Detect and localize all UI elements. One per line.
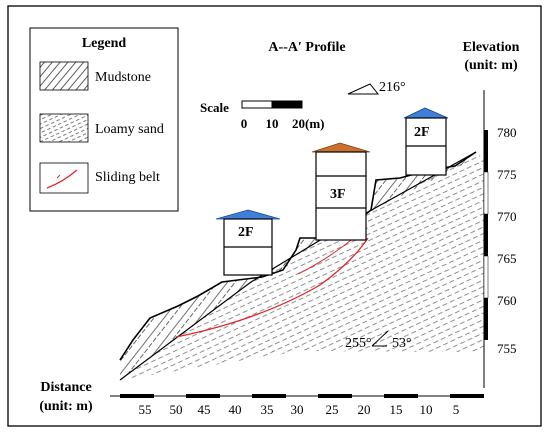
dip-direction-label: 255° — [345, 336, 372, 351]
legend-box: Legend Mudstone Loamy sand Sliding belt — [29, 27, 179, 212]
scale-tick-0: 0 — [241, 116, 248, 131]
distance-tick-15: 15 — [390, 402, 403, 417]
loamy-sand-hatch-icon — [39, 113, 89, 143]
elevation-axis: 780 775 770 765 760 755 — [483, 90, 517, 388]
dip-angle-label: 53° — [392, 336, 412, 351]
building-3f-label: 3F — [330, 187, 346, 202]
legend-item-mudstone: Mudstone — [95, 70, 151, 85]
building-2f-right-label: 2F — [414, 125, 430, 140]
distance-tick-10: 10 — [420, 402, 433, 417]
elevation-tick-770: 770 — [497, 209, 517, 224]
building-2f-left-label: 2F — [238, 225, 254, 240]
loamy-sand-layer — [120, 152, 485, 380]
profile-title: A--A′ Profile — [268, 40, 345, 55]
scale-tick-20: 20(m) — [292, 116, 325, 131]
legend-item-loamy-sand: Loamy sand — [95, 122, 164, 137]
legend-title: Legend — [82, 36, 127, 51]
scale-tick-10: 10 — [266, 116, 279, 131]
elevation-tick-755: 755 — [497, 341, 517, 356]
elevation-unit: (unit: m) — [464, 58, 518, 73]
distance-axis: Distance (unit: m) 55 50 45 40 35 30 25 … — [39, 380, 484, 417]
distance-unit: (unit: m) — [39, 399, 93, 414]
legend-item-sliding-belt: Sliding belt — [95, 170, 160, 185]
elevation-tick-760: 760 — [497, 293, 517, 308]
distance-tick-40: 40 — [229, 402, 242, 417]
sliding-belt-line-icon — [46, 169, 78, 189]
distance-title: Distance — [40, 380, 91, 395]
distance-tick-5: 5 — [453, 402, 460, 417]
distance-tick-30: 30 — [291, 402, 304, 417]
distance-tick-20: 20 — [358, 402, 371, 417]
elevation-tick-765: 765 — [497, 251, 517, 266]
distance-tick-25: 25 — [326, 402, 339, 417]
scale-bar: Scale 0 10 20(m) — [200, 100, 325, 131]
strike-label: 216° — [379, 80, 406, 95]
dip-symbol: 255° 53° — [345, 330, 412, 351]
building-2f-left: 2F — [215, 209, 281, 276]
distance-tick-55: 55 — [139, 402, 152, 417]
building-2f-right: 2F — [403, 107, 449, 176]
mudstone-base-line — [119, 151, 477, 381]
distance-tick-35: 35 — [261, 402, 274, 417]
elevation-title: Elevation — [463, 40, 520, 55]
distance-tick-45: 45 — [198, 402, 211, 417]
strike-symbol: 216° — [347, 80, 406, 95]
scale-label: Scale — [200, 100, 229, 115]
mudstone-hatch-icon — [39, 61, 89, 91]
building-3f-middle: 3F — [311, 142, 371, 241]
ground-surface-line — [119, 151, 477, 361]
elevation-tick-775: 775 — [497, 167, 517, 182]
distance-tick-50: 50 — [170, 402, 183, 417]
elevation-tick-780: 780 — [497, 125, 517, 140]
sliding-belt-curve — [175, 237, 369, 338]
